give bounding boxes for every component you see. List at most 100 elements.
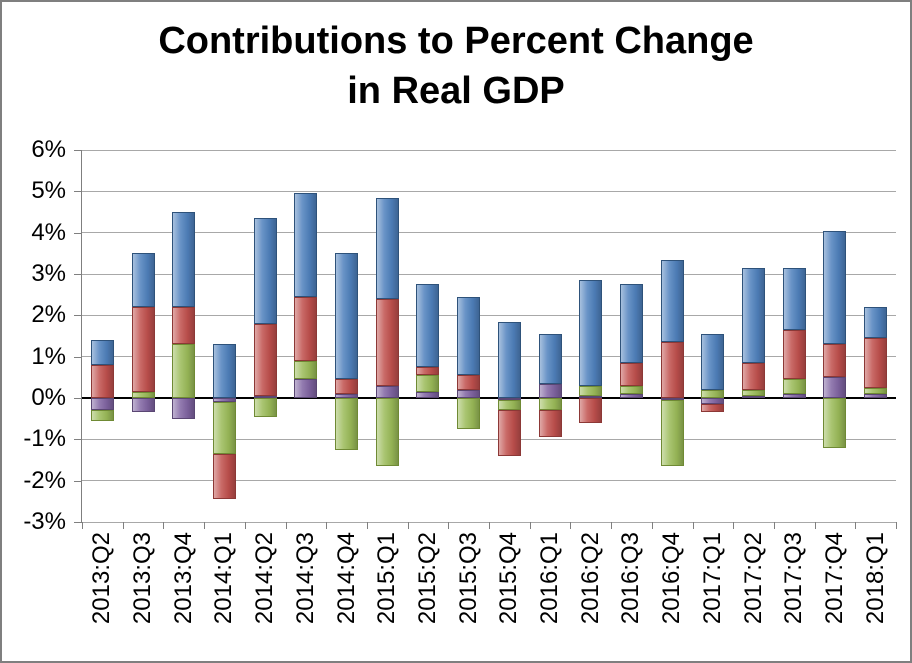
x-category-label: 2015:Q4 bbox=[495, 532, 523, 625]
x-category-label: 2015:Q3 bbox=[454, 532, 482, 625]
x-axis-tick bbox=[448, 522, 450, 529]
chart-title-line2: in Real GDP bbox=[347, 70, 565, 112]
bar-segment-purple-series bbox=[253, 395, 277, 398]
x-category-label: 2015:Q2 bbox=[413, 532, 441, 625]
chart-title-line1: Contributions to Percent Change bbox=[158, 20, 754, 62]
x-category-label: 2014:Q1 bbox=[210, 532, 238, 625]
x-category-label: 2013:Q3 bbox=[129, 532, 157, 625]
y-axis-tick bbox=[74, 398, 82, 399]
bar-segment-red-series bbox=[294, 296, 318, 361]
y-tick-label: 5% bbox=[31, 177, 66, 205]
bar-segment-green-series bbox=[864, 387, 888, 394]
bar-segment-red-series bbox=[538, 410, 562, 438]
bar-segment-purple-series bbox=[172, 398, 196, 419]
bar-segment-blue-series bbox=[742, 267, 766, 363]
y-axis-tick bbox=[74, 191, 82, 193]
bar-segment-red-series bbox=[701, 404, 725, 413]
bar-segment-green-series bbox=[701, 389, 725, 398]
bar-segment-green-series bbox=[335, 398, 359, 450]
bar-segment-red-series bbox=[457, 375, 481, 390]
gridline bbox=[82, 273, 896, 275]
bar-segment-blue-series bbox=[416, 284, 440, 367]
y-tick-label: 4% bbox=[31, 218, 66, 246]
x-axis-tick bbox=[814, 522, 816, 529]
bar-segment-red-series bbox=[619, 362, 643, 386]
bar-segment-purple-series bbox=[497, 398, 521, 401]
bar-segment-blue-series bbox=[212, 344, 236, 398]
bar-segment-blue-series bbox=[660, 259, 684, 343]
bar-segment-red-series bbox=[90, 364, 114, 398]
x-axis-tick bbox=[611, 522, 613, 529]
bar-segment-green-series bbox=[742, 389, 766, 396]
bar-segment-purple-series bbox=[864, 393, 888, 398]
bar-segment-blue-series bbox=[701, 333, 725, 390]
bar-segment-blue-series bbox=[172, 212, 196, 308]
bar-segment-green-series bbox=[823, 398, 847, 448]
bar-segment-blue-series bbox=[782, 267, 806, 330]
bar-segment-purple-series bbox=[294, 379, 318, 398]
bar-segment-purple-series bbox=[538, 383, 562, 398]
bar-segment-purple-series bbox=[90, 398, 114, 411]
bar-segment-purple-series bbox=[823, 377, 847, 398]
gridline bbox=[82, 314, 896, 316]
x-axis-tick bbox=[82, 522, 83, 529]
bar-segment-green-series bbox=[375, 398, 399, 467]
bar-segment-purple-series bbox=[131, 398, 155, 413]
bar-segment-blue-series bbox=[294, 193, 318, 297]
x-axis-tick bbox=[733, 522, 735, 529]
x-category-label: 2016:Q4 bbox=[658, 532, 686, 625]
chart-title: Contributions to Percent Change in Real … bbox=[2, 16, 910, 116]
x-axis-tick bbox=[244, 522, 246, 529]
bar-segment-red-series bbox=[131, 307, 155, 392]
bar-segment-red-series bbox=[212, 453, 236, 500]
bar-segment-green-series bbox=[619, 385, 643, 394]
bar-segment-blue-series bbox=[538, 333, 562, 384]
bar-segment-purple-series bbox=[375, 385, 399, 398]
y-axis-tick bbox=[74, 522, 82, 523]
y-tick-label: 6% bbox=[31, 136, 66, 163]
plot-area bbox=[82, 149, 896, 523]
bar-segment-blue-series bbox=[457, 296, 481, 376]
gridline bbox=[82, 438, 896, 440]
x-category-label: 2013:Q2 bbox=[88, 532, 116, 625]
x-category-label: 2014:Q2 bbox=[251, 532, 279, 625]
y-axis-tick bbox=[74, 274, 82, 275]
bar-segment-red-series bbox=[375, 298, 399, 386]
bar-segment-green-series bbox=[253, 398, 277, 417]
y-axis-tick bbox=[74, 315, 82, 317]
y-tick-label: -1% bbox=[23, 425, 66, 453]
x-category-label: 2017:Q4 bbox=[820, 532, 848, 625]
y-axis-tick bbox=[74, 356, 82, 358]
bar-segment-red-series bbox=[172, 307, 196, 345]
y-axis-tick bbox=[74, 150, 82, 151]
x-axis-tick bbox=[692, 522, 694, 529]
y-tick-label: -3% bbox=[23, 508, 66, 535]
x-axis-tick bbox=[407, 522, 409, 529]
y-axis-tick bbox=[74, 480, 82, 482]
bar-segment-blue-series bbox=[864, 307, 888, 339]
y-tick-label: 0% bbox=[31, 384, 66, 411]
x-axis-tick bbox=[204, 522, 206, 529]
bar-segment-red-series bbox=[742, 362, 766, 390]
x-category-label: 2017:Q3 bbox=[780, 532, 808, 625]
gridline bbox=[82, 149, 896, 151]
bar-segment-green-series bbox=[131, 391, 155, 398]
bar-segment-green-series bbox=[457, 398, 481, 429]
x-category-label: 2014:Q3 bbox=[291, 532, 319, 625]
bar-segment-red-series bbox=[864, 338, 888, 388]
x-axis-tick bbox=[326, 522, 328, 529]
zero-line bbox=[82, 397, 896, 399]
bar-segment-red-series bbox=[579, 398, 603, 423]
bar-segment-red-series bbox=[823, 344, 847, 378]
bar-segment-purple-series bbox=[660, 398, 684, 401]
bar-segment-purple-series bbox=[701, 398, 725, 405]
x-axis-tick bbox=[773, 522, 775, 529]
bar-segment-green-series bbox=[660, 400, 684, 467]
bar-segment-green-series bbox=[294, 360, 318, 380]
gridline bbox=[82, 480, 896, 482]
bar-segment-green-series bbox=[90, 410, 114, 421]
x-category-label: 2013:Q4 bbox=[169, 532, 197, 625]
bar-segment-blue-series bbox=[90, 340, 114, 365]
x-category-label: 2018:Q1 bbox=[861, 532, 889, 625]
